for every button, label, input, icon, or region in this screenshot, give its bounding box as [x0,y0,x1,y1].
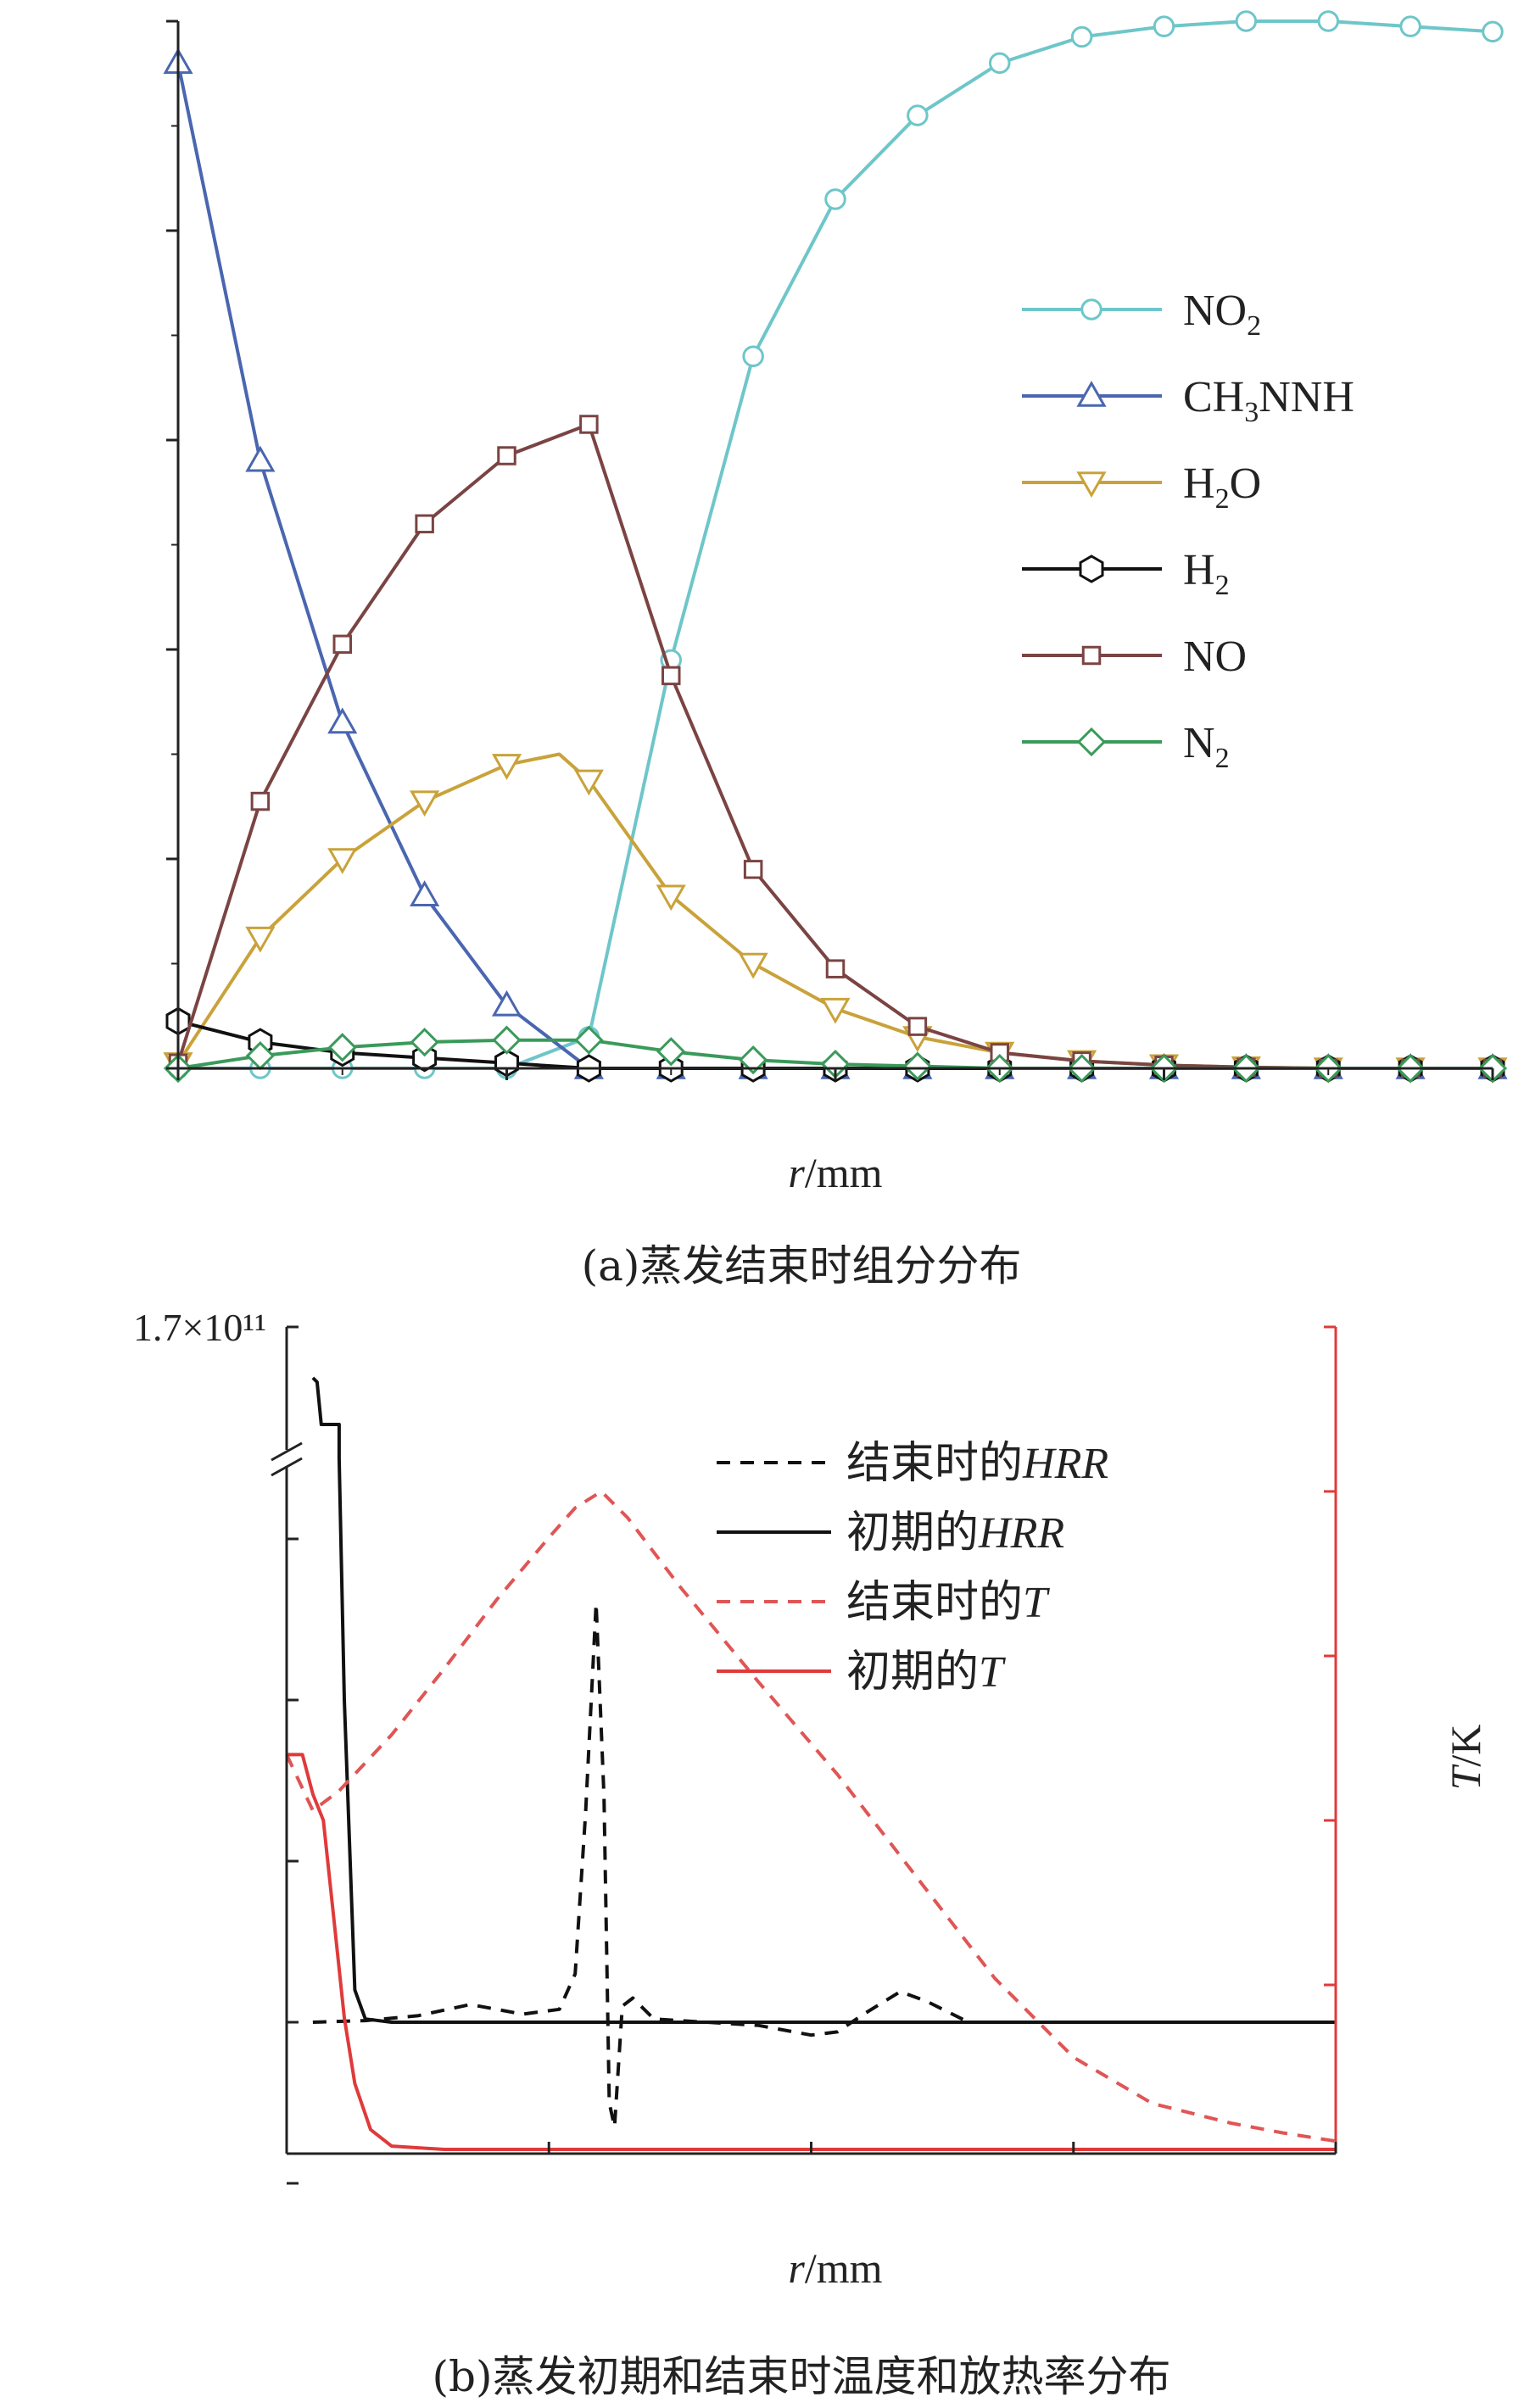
chart-a-caption: (a)蒸发结束时组分分布 [582,1241,1022,1290]
legend-marker-NO [1081,645,1102,666]
legend-label-H2O: H2O [1183,460,1261,515]
legend-label-NO: NO [1183,633,1247,681]
legend-label-N2: N2 [1183,719,1230,774]
data-point-CH3NNH [491,989,522,1017]
data-point-H2O [738,952,768,979]
legend-label-结束时的T: 结束时的T [846,1579,1050,1627]
axis-break-mark [271,1441,303,1462]
data-point-CH3NNH [410,880,440,906]
series-line-初期的HRR [337,1458,1336,2024]
data-point-NO2 [1153,15,1175,37]
data-point-N2 [902,1051,932,1081]
data-point-N2 [739,1045,768,1075]
legend-marker-NO2 [1080,298,1103,321]
data-point-NO [743,860,763,879]
series-line-CH3NNH [176,62,1493,1070]
data-point-H2O [656,884,686,911]
x-axis-title: r/mm [788,2244,882,2292]
data-point-CH3NNH [245,445,276,472]
chart-a-legend: NO2 CH3NNH H2O H2 NO N2 [1022,287,1354,774]
data-point-NO [415,514,434,534]
data-point-NO [662,666,681,686]
chart-a-marks [163,10,1508,1084]
chart-a-axes: r/mm [166,20,1494,1196]
data-point-NO [250,791,271,811]
data-point-NO [825,959,846,978]
data-point-NO2 [1399,15,1421,37]
chart-b-legend: 结束时的HRR 初期的HRR 结束时的T 初期的T [717,1440,1108,1697]
legend-marker-N2 [1076,727,1107,757]
legend-marker-H2O [1076,471,1107,499]
legend-label-初期的T: 初期的T [846,1648,1006,1697]
data-point-N2 [656,1037,686,1067]
chart-b-marks [285,1376,1337,2151]
series-line-NO2 [178,20,1493,1070]
data-point-NO2 [1317,10,1339,32]
chart-b-axes: 1.7×10¹¹ r/mm T/K [133,1306,1489,2292]
legend-label-初期的HRR: 初期的HRR [846,1509,1064,1558]
series-line-结束时的T [285,1490,1337,2143]
data-point-NO2 [1235,10,1258,32]
x-axis-title: r/mm [788,1149,882,1196]
data-point-N2 [327,1033,357,1062]
data-point-NO [579,415,599,434]
data-point-N2 [492,1025,522,1055]
legend-label-CH3NNH: CH3NNH [1183,373,1354,428]
data-point-NO2 [824,188,846,210]
legend-marker-H2 [1079,555,1104,583]
y-left-tick-label-top: 1.7×10¹¹ [133,1306,266,1349]
legend-marker-CH3NNH [1076,380,1107,407]
data-point-H2O [410,790,440,817]
y-right-axis-title: T/K [1442,1725,1489,1791]
data-point-NO [907,1017,928,1036]
chart-a-species-distribution: r/mm NO2 CH3NNH H2O H2 NO N2 (a)蒸发结束时组分分布 [163,10,1508,1290]
data-point-NO2 [1070,25,1093,48]
data-point-NO [497,446,516,465]
axis-break-mark [271,1457,303,1477]
data-point-N2 [410,1028,439,1057]
legend-label-NO2: NO2 [1183,287,1261,342]
data-point-NO [332,634,352,655]
data-point-NO2 [989,52,1011,75]
data-point-CH3NNH [327,707,358,734]
data-point-H2O [820,997,851,1024]
data-point-NO2 [1482,20,1504,43]
data-point-H2O [245,926,276,953]
legend-label-结束时的HRR: 结束时的HRR [846,1440,1108,1488]
chart-b-caption: (b)蒸发初期和结束时温度和放热率分布 [432,2352,1170,2401]
data-point-N2 [574,1025,604,1055]
chart-b-temperature-hrr: 1.7×10¹¹ r/mm T/K 结束时的HRR 初期的HRR 结束时的T 初期的T (… [133,1306,1489,2401]
data-point-H2O [327,848,358,875]
legend-label-H2: H2 [1183,546,1230,601]
series-line-初期的T [287,1753,1336,2151]
series-line-break-segment [311,1376,341,1458]
data-point-H2O [573,769,604,796]
data-point-H2 [412,1043,438,1073]
series-line-结束时的HRR [312,1602,1336,2129]
data-point-NO2 [742,345,764,367]
data-point-H2O [491,754,522,780]
data-point-NO2 [907,104,929,126]
